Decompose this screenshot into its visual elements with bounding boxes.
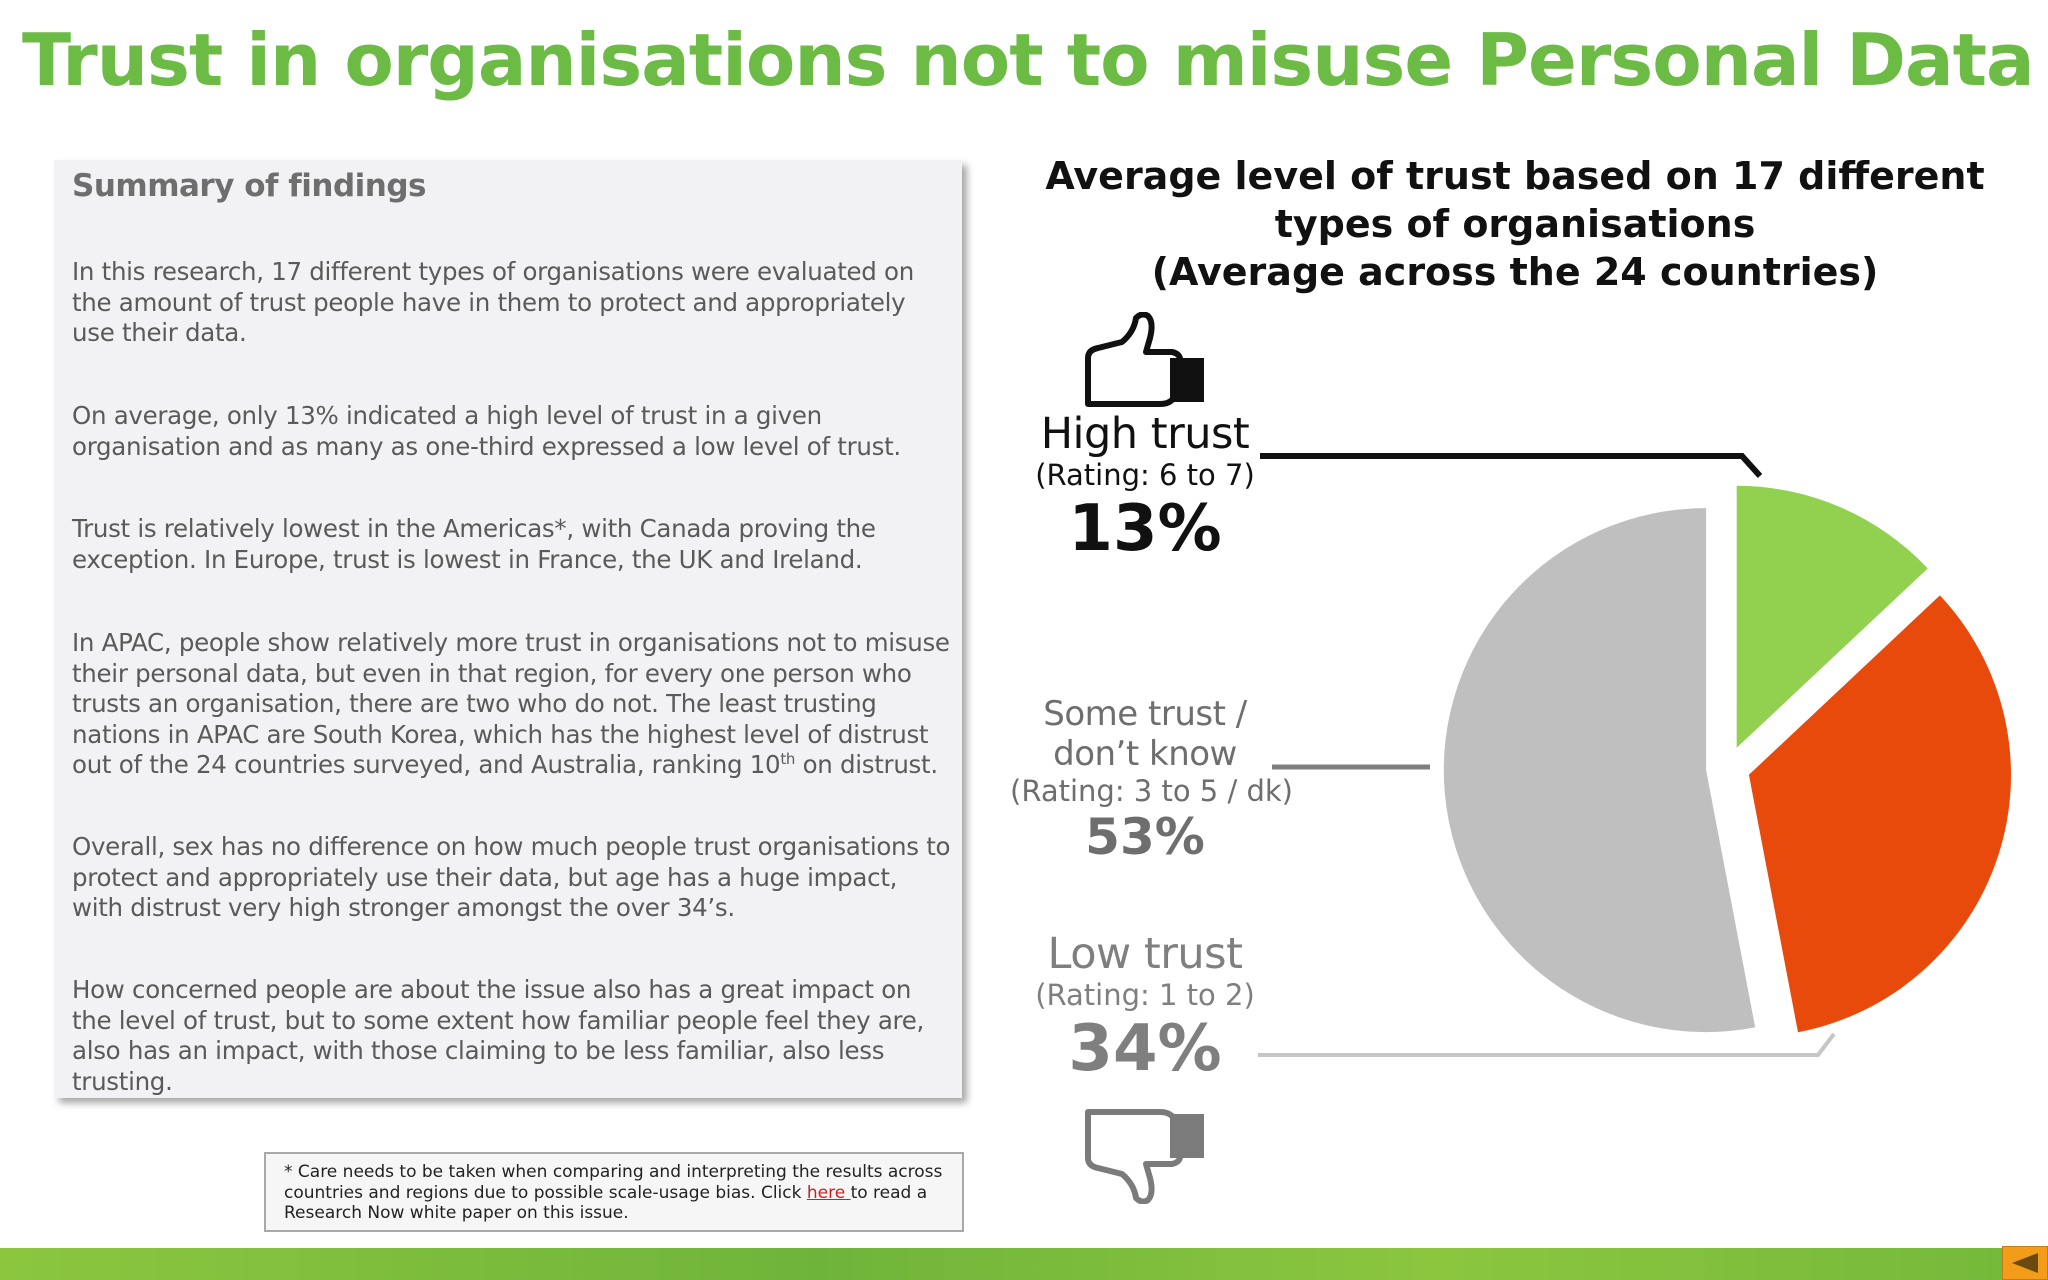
label-high-trust-rating: (Rating: 6 to 7) — [1035, 458, 1255, 492]
leader-line-low-trust — [1258, 1032, 1836, 1057]
summary-paragraph: Overall, sex has no difference on how mu… — [72, 832, 951, 922]
thumbs-up-icon — [1085, 312, 1204, 407]
white-paper-link[interactable]: here — [806, 1182, 851, 1203]
leader-line-high-trust — [1260, 453, 1763, 479]
pie-slice-high-trust — [1736, 485, 1928, 748]
summary-paragraph: In APAC, people show relatively more tru… — [72, 628, 952, 781]
back-button[interactable] — [2002, 1246, 2048, 1280]
ordinal-suffix: th — [780, 749, 796, 768]
summary-panel: Summary of findings In this research, 17… — [54, 160, 962, 1098]
label-low-trust-value: 34% — [1068, 1012, 1222, 1086]
label-low-trust-rating: (Rating: 1 to 2) — [1035, 978, 1255, 1012]
back-arrow-icon — [2012, 1253, 2038, 1273]
footnote-text-end: to read a Research Now white paper on th… — [284, 1182, 928, 1224]
pie-slice-low-trust — [1748, 595, 2011, 1033]
label-high-trust-value: 13% — [1068, 492, 1222, 566]
footer-bar — [0, 1248, 2048, 1280]
label-some-trust-rating: (Rating: 3 to 5 / dk) — [1010, 774, 1293, 808]
chart-title-line: (Average across the 24 countries) — [1151, 250, 1879, 294]
chart-title-line: types of organisations — [1274, 202, 1756, 246]
label-high-trust-name: High trust — [1040, 409, 1250, 459]
summary-paragraph: In this research, 17 different types of … — [72, 257, 914, 347]
footnote-text: * Care needs to be taken when comparing … — [284, 1162, 943, 1203]
slide-title: Trust in organisations not to misuse Per… — [22, 18, 2035, 102]
label-low-trust-name: Low trust — [1047, 929, 1243, 979]
label-some-trust-name-line: Some trust / — [1043, 694, 1247, 734]
chart-title-line: Average level of trust based on 17 diffe… — [1045, 154, 1985, 198]
summary-paragraph-text: In APAC, people show relatively more tru… — [72, 628, 950, 779]
summary-paragraph: How concerned people are about the issue… — [72, 975, 925, 1096]
label-some-trust-value: 53% — [1085, 808, 1205, 866]
summary-paragraph: Trust is relatively lowest in the Americ… — [72, 514, 876, 574]
summary-paragraph-tail: on distrust. — [795, 750, 939, 779]
summary-heading: Summary of findings — [72, 168, 427, 204]
thumbs-down-icon — [1085, 1109, 1204, 1204]
summary-paragraph: On average, only 13% indicated a high le… — [72, 401, 901, 461]
legend-high-trust: High trust (Rating: 6 to 7) 13% — [1010, 410, 1280, 566]
legend-some-trust: Some trust / don’t know (Rating: 3 to 5 … — [1010, 694, 1293, 866]
legend-low-trust: Low trust (Rating: 1 to 2) 34% — [1010, 930, 1280, 1086]
label-some-trust-name-line: don’t know — [1053, 734, 1237, 774]
pie-slice-some-trust — [1443, 508, 1756, 1033]
footnote: * Care needs to be taken when comparing … — [264, 1152, 964, 1232]
chart-title: Average level of trust based on 17 diffe… — [1040, 152, 1990, 296]
